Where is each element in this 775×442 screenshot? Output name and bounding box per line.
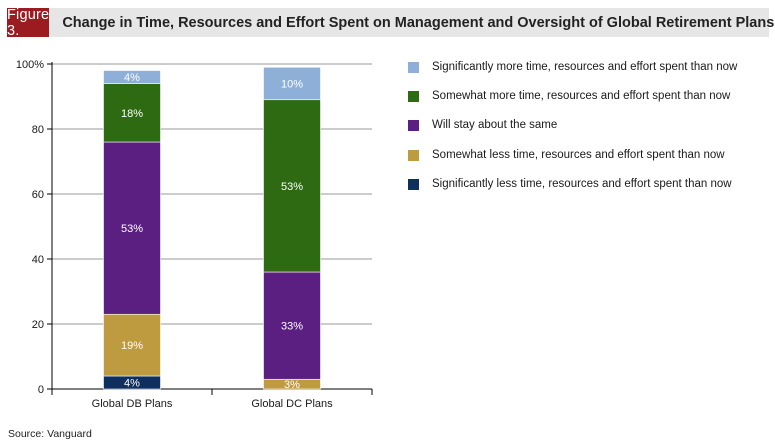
legend-item-somewhat-less: Somewhat less time, resources and effort… — [408, 148, 768, 162]
legend-label: Somewhat more time, resources and effort… — [432, 90, 731, 102]
bar-segment — [263, 66, 321, 101]
data-label: 4% — [124, 72, 140, 84]
bar-segment — [103, 70, 161, 84]
legend-label: Somewhat less time, resources and effort… — [432, 149, 725, 161]
y-tick-label: 60 — [32, 189, 44, 201]
figure-header: Figure 3. Change in Time, Resources and … — [7, 6, 774, 39]
y-tick-label: 80 — [32, 124, 44, 136]
legend-item-somewhat-more: Somewhat more time, resources and effort… — [408, 89, 768, 103]
data-label: 10% — [281, 79, 303, 91]
legend-swatch — [408, 61, 419, 73]
bar-segment — [263, 271, 321, 380]
legend-swatch — [408, 119, 419, 131]
y-tick-label: 40 — [32, 254, 44, 266]
x-tick-label: Global DB Plans — [92, 398, 173, 410]
data-label: 3% — [284, 379, 300, 391]
bar-segment — [103, 313, 161, 377]
source-note: Source: Vanguard — [8, 428, 92, 440]
data-label: 53% — [281, 181, 303, 193]
legend-swatch — [408, 178, 419, 190]
x-tick-label: Global DC Plans — [251, 398, 333, 410]
y-tick-label: 100% — [16, 59, 44, 71]
data-label: 19% — [121, 340, 143, 352]
bar-segment — [103, 141, 161, 315]
legend-label: Significantly less time, resources and e… — [432, 178, 732, 190]
data-label: 33% — [281, 321, 303, 333]
y-tick-label: 0 — [38, 384, 44, 396]
legend-item-stay-same: Will stay about the same — [408, 118, 768, 132]
data-label: 18% — [121, 108, 143, 120]
y-tick-label: 20 — [32, 319, 44, 331]
data-label: 4% — [124, 378, 140, 390]
legend-label: Will stay about the same — [432, 119, 558, 131]
bar-segment — [263, 99, 321, 273]
legend-swatch — [408, 90, 419, 102]
figure-title: Change in Time, Resources and Effort Spe… — [62, 14, 775, 31]
data-label: 53% — [121, 223, 143, 235]
legend-item-significantly-more: Significantly more time, resources and e… — [408, 60, 768, 74]
legend-label: Significantly more time, resources and e… — [432, 61, 738, 73]
figure-label: Figure 3. — [7, 6, 50, 39]
legend-swatch — [408, 149, 419, 161]
legend-item-significantly-less: Significantly less time, resources and e… — [408, 177, 768, 191]
